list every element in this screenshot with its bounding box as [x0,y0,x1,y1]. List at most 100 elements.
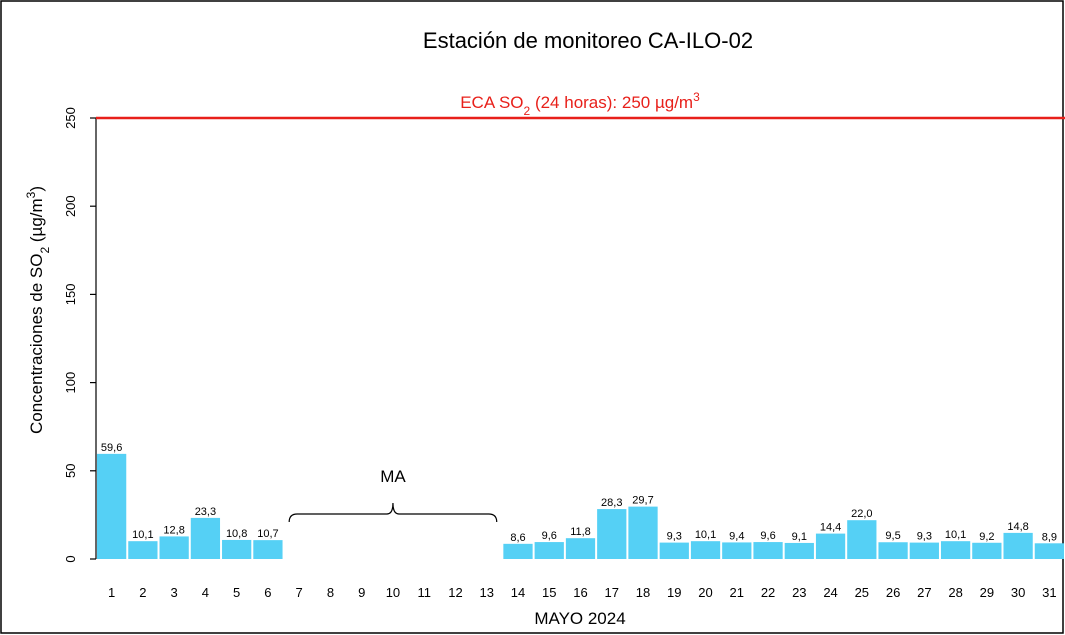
x-tick-label: 14 [511,585,525,600]
x-tick-label: 15 [542,585,556,600]
x-tick-label: 18 [636,585,650,600]
x-tick-label: 22 [761,585,775,600]
x-tick-label: 28 [948,585,962,600]
y-tick-labels: 0 50 100 150 200 250 [63,107,78,562]
x-tick-label: 19 [667,585,681,600]
x-tick-label: 31 [1042,585,1056,600]
x-tick-label: 24 [823,585,837,600]
bar-day-18 [628,506,658,559]
bar-day-5 [222,539,252,559]
x-tick-label: 2 [139,585,146,600]
bar-day-19 [659,542,689,559]
eca-label-prefix: ECA SO [460,93,523,112]
bar-value-label: 9,6 [542,530,557,542]
bar-day-24 [815,533,846,559]
y-tick-label: 50 [63,464,78,478]
x-tick-label: 8 [327,585,334,600]
bar-day-22 [753,542,783,559]
bar-day-1 [97,453,127,559]
eca-label-subscript: 2 [524,104,531,118]
bar-day-21 [722,542,752,559]
y-tick-label: 150 [63,284,78,306]
bar-day-23 [784,542,814,559]
bar-day-27 [909,542,939,559]
y-title-prefix: Concentraciones de SO [27,254,46,435]
x-tick-label: 26 [886,585,900,600]
x-tick-label: 27 [917,585,931,600]
axes [90,117,97,560]
bar-day-31 [1034,543,1064,559]
x-tick-label: 1 [108,585,115,600]
y-tick-label: 100 [63,372,78,394]
bar-value-label: 28,3 [601,497,622,509]
x-tick-label: 10 [386,585,400,600]
bar-value-label: 14,8 [1007,521,1028,533]
x-tick-label: 7 [296,585,303,600]
x-tick-label: 9 [358,585,365,600]
bar-day-4 [190,517,221,559]
bars [97,453,1064,559]
bar-day-29 [972,542,1002,559]
bar-value-label: 9,4 [729,530,744,542]
bar-day-2 [128,541,158,559]
bar-day-6 [253,540,283,559]
bar-value-label: 12,8 [163,524,184,536]
y-title-superscript: 3 [24,191,38,198]
x-tick-label: 16 [573,585,587,600]
bar-day-17 [597,509,627,559]
bar-day-20 [690,541,721,559]
x-tick-label: 4 [202,585,209,600]
bar-value-label: 9,3 [667,531,682,543]
bar-value-label: 10,1 [695,529,716,541]
missing-data-label: MA [380,467,406,486]
bar-value-labels: 59,6 10,1 12,8 23,3 10,8 10,7 8,6 9,6 11,8 28,3 29… [101,442,1057,544]
y-tick-label: 250 [63,107,78,129]
bar-value-label: 10,8 [226,528,247,540]
y-title-middle: (µg/m [27,198,46,247]
bar-value-label: 9,2 [979,531,994,543]
y-title-subscript: 2 [38,247,52,254]
x-tick-label: 25 [855,585,869,600]
x-axis-title: MAYO 2024 [534,609,625,628]
y-tick-label: 0 [63,555,78,562]
x-tick-label: 12 [448,585,462,600]
bar-value-label: 29,7 [632,495,653,507]
x-tick-label: 3 [171,585,178,600]
bar-value-label: 8,9 [1042,531,1057,543]
bar-value-label: 9,1 [792,531,807,543]
y-tick-label: 200 [63,195,78,217]
bar-value-label: 10,1 [945,529,966,541]
x-tick-label: 17 [605,585,619,600]
bar-day-28 [940,541,971,559]
bar-day-30 [1003,532,1033,559]
x-tick-label: 23 [792,585,806,600]
x-tick-label: 11 [417,585,431,600]
x-tick-label: 13 [479,585,493,600]
x-tick-label: 30 [1011,585,1025,600]
bar-value-label: 59,6 [101,442,122,454]
bar-day-26 [878,542,908,559]
chart-title: Estación de monitoreo CA-ILO-02 [423,28,753,53]
eca-reference-label: ECA SO2 (24 horas): 250 µg/m3 [460,90,700,118]
bar-value-label: 11,8 [570,526,591,538]
x-tick-label: 29 [980,585,994,600]
bar-value-label: 10,1 [132,529,153,541]
y-axis-title: Concentraciones de SO2 (µg/m3) [24,186,52,434]
y-title-suffix: ) [27,186,46,192]
bar-day-14 [503,543,533,559]
bar-day-25 [847,520,877,559]
bar-day-15 [534,542,564,559]
x-tick-label: 20 [698,585,712,600]
bar-value-label: 23,3 [195,506,216,518]
bar-value-label: 9,6 [760,530,775,542]
bar-day-3 [159,536,189,559]
x-tick-label: 5 [233,585,240,600]
x-tick-label: 21 [730,585,744,600]
eca-label-superscript: 3 [693,90,700,104]
eca-label-middle: (24 horas): 250 µg/m [530,93,693,112]
bar-value-label: 22,0 [851,508,872,520]
bar-value-label: 10,7 [257,528,278,540]
